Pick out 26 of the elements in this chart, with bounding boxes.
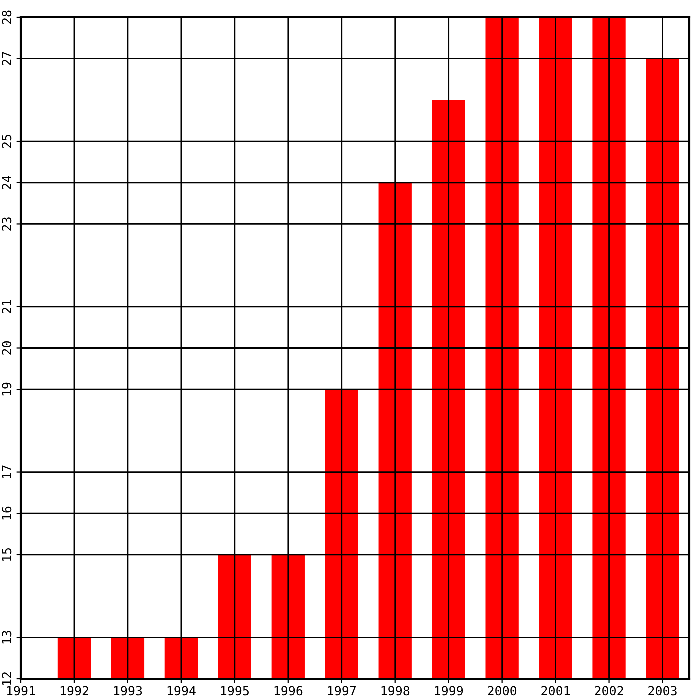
- x-tick-label: 2002: [595, 686, 624, 696]
- x-tick-label: 1993: [114, 686, 142, 696]
- y-tick-label: 15: [2, 548, 12, 561]
- x-tick-label: 1994: [168, 686, 196, 696]
- x-tick-label: 1999: [435, 686, 464, 696]
- x-tick-label: 2001: [542, 686, 570, 696]
- x-tick-label: 1995: [221, 686, 249, 696]
- y-tick-label: 24: [2, 176, 12, 190]
- x-tick-label: 2000: [488, 686, 517, 696]
- y-tick-label: 19: [2, 382, 12, 396]
- y-tick-label: 23: [2, 218, 12, 231]
- x-tick-label: 2003: [648, 686, 677, 696]
- y-tick-label: 27: [2, 52, 12, 66]
- y-tick-label: 25: [2, 135, 12, 148]
- x-tick-label: 1996: [274, 686, 303, 696]
- y-tick-label: 13: [2, 631, 12, 644]
- y-tick-label: 21: [2, 300, 12, 314]
- y-tick-label: 20: [2, 342, 12, 355]
- x-tick-label: 1992: [60, 686, 88, 696]
- y-tick-label: 28: [2, 10, 12, 24]
- y-tick-label: 17: [2, 466, 12, 478]
- y-tick-label: 12: [2, 672, 12, 686]
- y-tick-label: 16: [2, 506, 12, 520]
- x-tick-label: 1998: [382, 686, 410, 696]
- x-tick-label: 1991: [7, 686, 36, 696]
- x-tick-label: 1997: [328, 686, 356, 696]
